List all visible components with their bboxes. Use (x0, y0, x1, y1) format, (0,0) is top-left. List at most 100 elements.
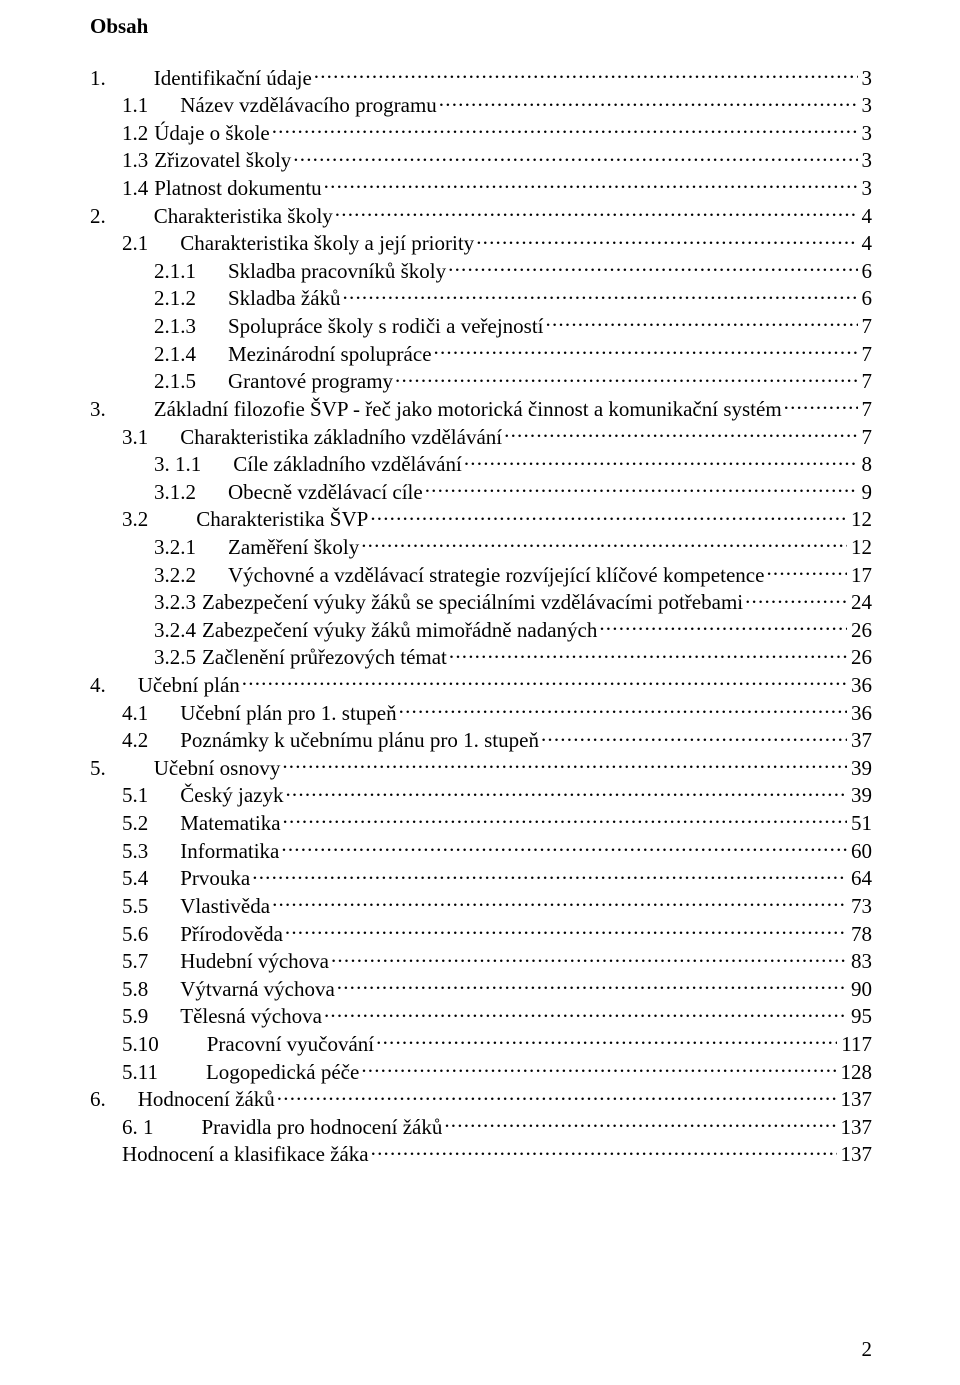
toc-page: 7 (858, 369, 873, 395)
toc-leader-dots (599, 616, 847, 637)
toc-row: 3.1.2Obecně vzdělávací cíle9 (90, 478, 872, 506)
toc-page: 128 (837, 1060, 873, 1086)
toc-label: Skladba žáků (228, 286, 343, 312)
toc-number: 3.2.3 (154, 590, 202, 616)
toc-number: 3.2.4 (154, 618, 202, 644)
toc-row: 3.1Charakteristika základního vzdělávání… (90, 423, 872, 451)
toc-number: 3.2 (122, 507, 154, 533)
toc-row: 4.2Poznámky k učebnímu plánu pro 1. stup… (90, 726, 872, 754)
toc-leader-dots (376, 1030, 837, 1051)
toc-number: 5.5 (122, 894, 154, 920)
toc-page: 17 (847, 563, 872, 589)
toc-label: Spolupráce školy s rodiči a veřejností (228, 314, 546, 340)
toc-number: 2.1.5 (154, 369, 202, 395)
toc-number: 5.8 (122, 977, 154, 1003)
toc-row: 5.8Výtvarná výchova90 (90, 975, 872, 1003)
toc-label: Přírodověda (180, 922, 285, 948)
toc-leader-dots (277, 1085, 837, 1106)
toc-row: 3.2.3Zabezpečení výuky žáků se speciální… (90, 588, 872, 616)
toc-row: 2.Charakteristika školy4 (90, 202, 872, 230)
toc-label: Mezinárodní spolupráce (228, 342, 434, 368)
toc-leader-dots (370, 505, 847, 526)
toc-page: 37 (847, 728, 872, 754)
toc-page: 12 (847, 507, 872, 533)
toc-label: Prvouka (180, 866, 252, 892)
toc-page: 90 (847, 977, 872, 1003)
toc-leader-dots (439, 91, 858, 112)
toc-row: 5.2Matematika51 (90, 809, 872, 837)
toc-number: 1.1 (122, 93, 154, 119)
toc-page: 39 (847, 756, 872, 782)
toc-number: 5. (90, 756, 112, 782)
toc-page: 4 (858, 204, 873, 230)
toc-row: 2.1.5 Grantové programy 7 (90, 367, 872, 395)
toc-page: 137 (837, 1087, 873, 1113)
toc-label: Grantové programy (228, 369, 395, 395)
toc-number: 1.4 (122, 176, 154, 202)
toc-number: 5.1 (122, 783, 154, 809)
toc-row: 5.4Prvouka64 (90, 864, 872, 892)
toc-page: 3 (858, 66, 873, 92)
toc-row: 3.2Charakteristika ŠVP12 (90, 505, 872, 533)
toc-leader-dots (745, 588, 847, 609)
toc-page: 36 (847, 673, 872, 699)
toc-number: 6. (90, 1087, 112, 1113)
toc-label: Platnost dokumentu (154, 176, 323, 202)
toc-number: 2.1.4 (154, 342, 202, 368)
toc-row: 6. 1Pravidla pro hodnocení žáků137 (90, 1113, 872, 1141)
toc-leader-dots (331, 947, 847, 968)
toc-label: Charakteristika školy (154, 204, 335, 230)
toc-leader-dots (448, 257, 857, 278)
toc-number: 1. (90, 66, 112, 92)
toc-leader-dots (425, 478, 858, 499)
toc-number: 5.11 (122, 1060, 164, 1086)
toc-row: 5.1Český jazyk39 (90, 781, 872, 809)
toc-leader-dots (449, 643, 847, 664)
toc-number: 2.1.1 (154, 259, 202, 285)
toc-number: 2.1.3 (154, 314, 202, 340)
toc-row: 2.1.1Skladba pracovníků školy6 (90, 257, 872, 285)
toc-leader-dots (766, 561, 847, 582)
toc-page: 51 (847, 811, 872, 837)
toc-row: 3.2.1Zaměření školy12 (90, 533, 872, 561)
toc-page: 7 (858, 425, 873, 451)
toc-leader-dots (434, 340, 858, 361)
toc-label: Identifikační údaje (154, 66, 314, 92)
toc-number: 5.10 (122, 1032, 165, 1058)
toc-leader-dots (399, 699, 847, 720)
toc-row: 2.1.4Mezinárodní spolupráce7 (90, 340, 872, 368)
toc-number: 4.1 (122, 701, 154, 727)
toc-page: 7 (858, 314, 873, 340)
toc-row: 1.3Zřizovatel školy3 (90, 146, 872, 174)
toc-page: 6 (858, 259, 873, 285)
toc-label: Učební plán (138, 673, 242, 699)
toc-label: Začlenění průřezových témat (202, 645, 449, 671)
toc-label: Poznámky k učebnímu plánu pro 1. stupeň (180, 728, 541, 754)
toc-leader-dots (337, 975, 847, 996)
toc-leader-dots (285, 920, 847, 941)
toc-label: Základní filozofie ŠVP - řeč jako motori… (154, 397, 784, 423)
toc-page: 8 (858, 452, 873, 478)
toc-label: Informatika (180, 839, 281, 865)
toc-row: 1.4Platnost dokumentu3 (90, 174, 872, 202)
toc-page: 36 (847, 701, 872, 727)
toc-leader-dots (504, 423, 857, 444)
toc-label: Tělesná výchova (180, 1004, 324, 1030)
toc-number: 5.4 (122, 866, 154, 892)
toc-row: 2.1.3 Spolupráce školy s rodiči a veřejno… (90, 312, 872, 340)
toc-label: Logopedická péče (206, 1060, 361, 1086)
toc-row: 3.2.2Výchovné a vzdělávací strategie roz… (90, 561, 872, 589)
toc-number: 2.1.2 (154, 286, 202, 312)
toc-page: 3 (858, 148, 873, 174)
toc-page: 26 (847, 618, 872, 644)
toc-row: 3.Základní filozofie ŠVP - řeč jako moto… (90, 395, 872, 423)
toc-row: 5.9Tělesná výchova95 (90, 1002, 872, 1030)
toc-page: 3 (858, 93, 873, 119)
toc-label: Název vzdělávacího programu (180, 93, 439, 119)
toc-row: 3.2.4Zabezpečení výuky žáků mimořádně na… (90, 616, 872, 644)
toc-number: 1.2 (122, 121, 154, 147)
toc-leader-dots (476, 229, 857, 250)
toc-row: 5.7Hudební výchova83 (90, 947, 872, 975)
toc-page: 60 (847, 839, 872, 865)
toc-label: Cíle základního vzdělávání (233, 452, 464, 478)
